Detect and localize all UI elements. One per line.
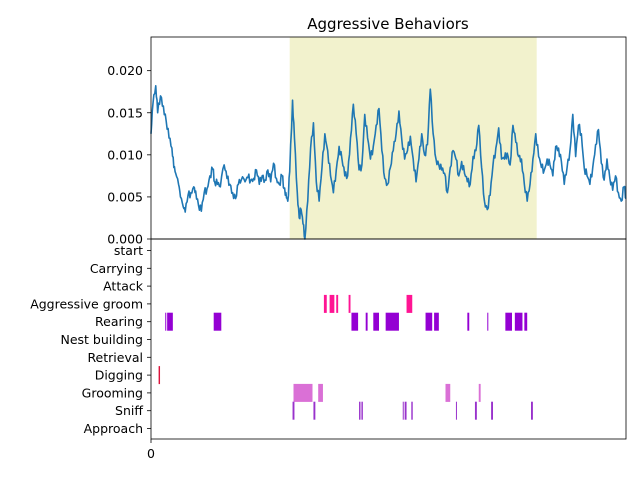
highlight-band xyxy=(289,37,537,239)
event-bars xyxy=(158,294,533,420)
event-bar xyxy=(404,401,407,420)
event-bar xyxy=(158,366,161,385)
behavior-label: Approach xyxy=(84,421,143,436)
behavior-label: Nest building xyxy=(61,332,144,347)
event-bar xyxy=(293,383,313,402)
event-bar xyxy=(373,312,379,331)
event-bar xyxy=(406,294,413,313)
event-bar xyxy=(425,312,433,331)
behavior-label: Digging xyxy=(95,368,143,383)
event-bar xyxy=(292,401,295,420)
behavior-label: Sniff xyxy=(115,403,143,418)
chart-title: Aggressive Behaviors xyxy=(307,15,469,33)
event-bar xyxy=(524,312,528,331)
event-bar xyxy=(467,312,470,331)
event-bar xyxy=(361,401,363,420)
event-bar xyxy=(455,401,457,420)
event-bar xyxy=(434,312,439,331)
y-tick-label: 0.005 xyxy=(107,189,143,204)
activity-line xyxy=(150,85,627,240)
top-panel: 0.000 0.005 0.010 0.015 0.020 xyxy=(107,36,627,247)
event-bar xyxy=(505,312,512,331)
event-bar xyxy=(491,401,493,420)
y-tick-label: 0.015 xyxy=(107,105,143,120)
event-bar xyxy=(531,401,533,420)
bottom-panel: start Carrying Attack Aggressive groom Reari… xyxy=(30,238,627,461)
event-bar xyxy=(478,383,481,402)
event-bar xyxy=(167,312,173,331)
bottom-panel-frame xyxy=(150,238,627,440)
event-bar xyxy=(365,312,368,331)
top-y-axis: 0.000 0.005 0.010 0.015 0.020 xyxy=(107,63,151,247)
event-bar xyxy=(402,401,404,420)
behavior-label: Grooming xyxy=(82,385,143,400)
behavior-label: Carrying xyxy=(90,261,143,276)
event-bar xyxy=(348,294,351,313)
y-tick-label: 0.000 xyxy=(107,232,143,247)
event-bar xyxy=(323,294,327,313)
event-bar xyxy=(487,312,489,331)
time-axis: 0 xyxy=(147,439,155,461)
y-tick-label: 0.020 xyxy=(107,63,143,78)
event-bar xyxy=(213,312,222,331)
behavior-label: Retrieval xyxy=(87,350,143,365)
event-bar xyxy=(313,401,316,420)
event-bar xyxy=(336,294,339,313)
behavior-label: start xyxy=(114,243,143,258)
y-tick-label: 0.010 xyxy=(107,147,143,162)
behavior-label: Aggressive groom xyxy=(30,296,143,311)
event-bar xyxy=(514,312,523,331)
event-bar xyxy=(165,312,167,331)
event-bar xyxy=(351,312,359,331)
event-bar xyxy=(474,401,477,420)
event-bar xyxy=(445,383,451,402)
behavior-axis: start Carrying Attack Aggressive groom Reari… xyxy=(30,243,151,436)
event-bar xyxy=(359,401,361,420)
behavior-label: Attack xyxy=(103,279,144,294)
event-bar xyxy=(318,383,323,402)
event-bar xyxy=(385,312,399,331)
event-bar xyxy=(329,294,335,313)
behavior-label: Rearing xyxy=(95,314,143,329)
x-tick-label: 0 xyxy=(147,446,155,461)
event-bar xyxy=(411,401,413,420)
